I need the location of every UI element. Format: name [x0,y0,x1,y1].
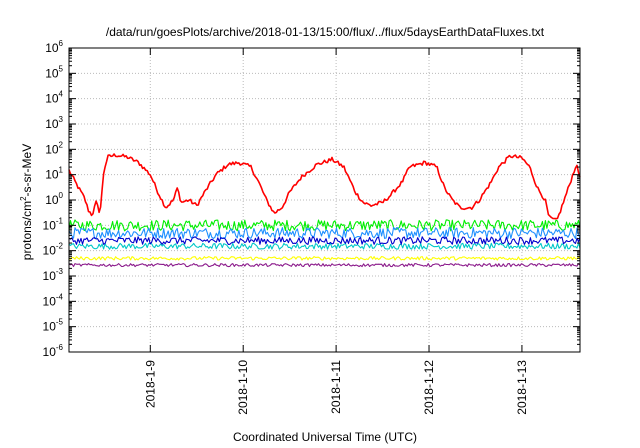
y-tick-label: 10-2 [43,242,64,258]
series-line-2 [68,219,581,232]
y-tick-label: 103 [45,115,63,131]
x-axis-label: Coordinated Universal Time (UTC) [233,430,417,444]
series-line-3 [68,226,581,240]
y-axis-label: protons/cm2-s-sr-MeV [19,144,34,260]
chart-title: /data/run/goesPlots/archive/2018-01-13/1… [106,25,545,39]
x-tick-label: 2018-1-12 [422,360,436,415]
y-tick-label: 10-6 [43,343,64,359]
y-tick-label: 102 [45,140,63,156]
y-tick-label: 10-1 [43,216,64,232]
y-tick-label: 101 [45,166,63,182]
series-line-1 [68,153,581,220]
x-tick-label: 2018-1-13 [515,360,529,415]
series-line-7 [68,263,581,268]
series-lines [68,153,581,268]
series-line-5 [68,236,581,245]
x-tick-label: 2018-1-10 [236,360,250,415]
x-tick-label: 2018-1-9 [143,360,157,408]
y-tick-label: 10-5 [43,318,64,334]
x-tick-label: 2018-1-11 [329,360,343,414]
series-line-4 [68,242,581,250]
grid [69,48,580,352]
y-tick-label: 104 [45,90,63,106]
y-tick-label: 100 [45,191,63,207]
y-tick-label: 106 [45,39,63,55]
x-axis-ticks: 2018-1-9 2018-1-10 2018-1-11 2018-1-12 2018-… [143,48,529,415]
y-tick-label: 105 [45,64,63,80]
y-tick-label: 10-3 [43,267,64,283]
y-axis-ticks: 10-6 10-5 10-4 10-3 10-2 10-1 100 101 102 103 104 1… [43,39,580,359]
series-line-6 [68,255,581,261]
y-tick-label: 10-4 [43,292,64,308]
